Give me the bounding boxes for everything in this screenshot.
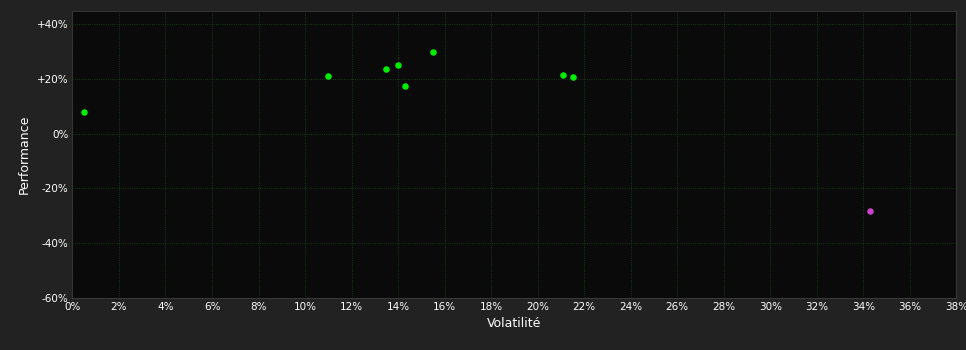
Point bbox=[555, 72, 571, 78]
Point bbox=[863, 209, 878, 214]
X-axis label: Volatilité: Volatilité bbox=[487, 317, 542, 330]
Point bbox=[321, 73, 336, 79]
Point bbox=[379, 66, 394, 72]
Point bbox=[397, 83, 412, 89]
Y-axis label: Performance: Performance bbox=[18, 114, 31, 194]
Point bbox=[390, 62, 406, 68]
Point bbox=[565, 75, 581, 80]
Point bbox=[76, 109, 92, 114]
Point bbox=[425, 49, 440, 54]
